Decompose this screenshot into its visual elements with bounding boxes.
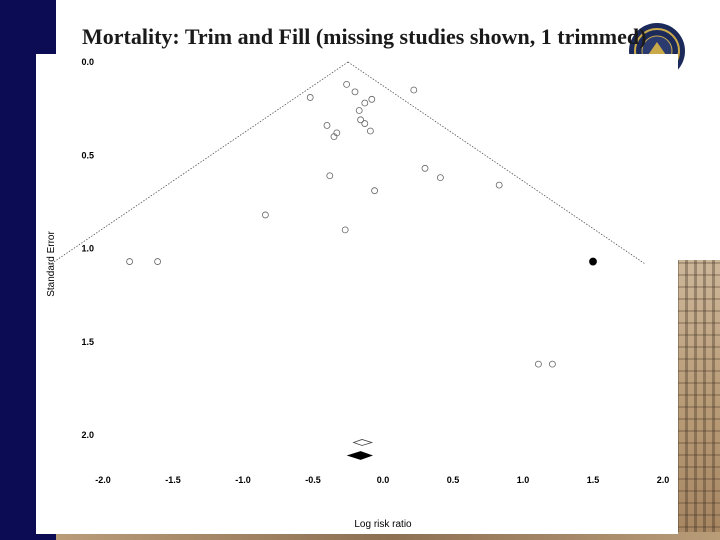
y-tick-label: 2.0 xyxy=(81,430,94,440)
x-tick-label: 0.0 xyxy=(377,475,390,485)
study-point xyxy=(534,360,542,368)
funnel-line-right xyxy=(347,61,645,264)
study-point xyxy=(261,211,269,219)
summary-diamond-filled xyxy=(346,451,373,460)
study-point xyxy=(371,187,379,195)
x-tick-label: 2.0 xyxy=(657,475,670,485)
y-tick-label: 0.5 xyxy=(81,150,94,160)
study-point xyxy=(368,95,376,103)
study-point xyxy=(410,86,418,94)
study-point xyxy=(361,99,369,107)
background-building-photo xyxy=(676,260,720,540)
y-tick-label: 1.0 xyxy=(81,244,94,254)
study-point xyxy=(549,360,556,368)
study-point xyxy=(355,107,363,114)
y-axis-label: Standard Error xyxy=(46,231,57,297)
summary-diamond-open xyxy=(352,439,374,446)
x-tick-label: -2.0 xyxy=(95,475,111,485)
x-tick-label: -1.0 xyxy=(235,475,251,485)
y-tick-label: 1.5 xyxy=(81,337,94,347)
x-tick-label: -1.5 xyxy=(165,475,181,485)
funnel-plot-panel: -2.0 -1.5 -1.0 -0.5 0.0 0.5 1.0 1.5 2.0 0.0 0.5 1.… xyxy=(36,54,678,534)
study-point xyxy=(351,88,359,96)
study-point xyxy=(421,164,429,172)
background-photo-strip xyxy=(56,532,720,540)
y-axis-ticks: 0.0 0.5 1.0 1.5 2.0 xyxy=(81,57,94,440)
study-point xyxy=(154,258,161,265)
study-point xyxy=(495,181,503,189)
funnel-plot: -2.0 -1.5 -1.0 -0.5 0.0 0.5 1.0 1.5 2.0 0.0 0.5 1.… xyxy=(46,57,669,530)
summary-markers xyxy=(346,439,374,460)
study-point xyxy=(330,133,338,140)
study-point xyxy=(326,172,334,180)
study-point xyxy=(343,80,351,88)
x-tick-label: -0.5 xyxy=(305,475,321,485)
funnel-lines xyxy=(51,61,645,264)
y-tick-label: 0.0 xyxy=(81,57,94,67)
x-tick-label: 0.5 xyxy=(447,475,460,485)
study-point xyxy=(357,116,365,124)
study-point xyxy=(341,226,349,234)
study-point xyxy=(306,94,314,101)
study-point xyxy=(366,127,374,135)
study-point xyxy=(323,122,331,129)
imputed-study-point xyxy=(589,257,597,266)
x-tick-label: 1.0 xyxy=(517,475,530,485)
x-tick-label: 1.5 xyxy=(587,475,600,485)
slide-title: Mortality: Trim and Fill (missing studie… xyxy=(82,24,647,49)
x-axis-label: Log risk ratio xyxy=(354,519,412,530)
study-point xyxy=(126,258,133,265)
study-points xyxy=(126,80,597,368)
funnel-line-left xyxy=(51,61,349,264)
study-point xyxy=(361,120,369,127)
study-point xyxy=(436,174,444,182)
x-axis-ticks: -2.0 -1.5 -1.0 -0.5 0.0 0.5 1.0 1.5 2.0 xyxy=(95,475,669,485)
